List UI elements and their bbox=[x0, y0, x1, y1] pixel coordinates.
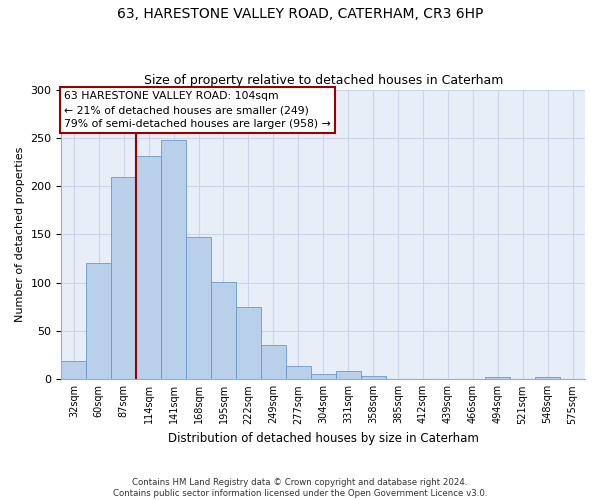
Bar bbox=[236, 307, 261, 380]
Bar bbox=[261, 344, 286, 380]
Y-axis label: Number of detached properties: Number of detached properties bbox=[15, 146, 25, 322]
Title: Size of property relative to detached houses in Caterham: Size of property relative to detached ho… bbox=[143, 74, 503, 87]
Bar bbox=[535, 378, 560, 380]
Bar bbox=[61, 361, 86, 380]
Bar bbox=[86, 264, 111, 380]
Bar bbox=[335, 370, 361, 380]
Bar bbox=[311, 374, 335, 380]
Bar bbox=[186, 238, 211, 380]
Text: Contains HM Land Registry data © Crown copyright and database right 2024.
Contai: Contains HM Land Registry data © Crown c… bbox=[113, 478, 487, 498]
Bar bbox=[485, 378, 510, 380]
Bar bbox=[361, 376, 386, 380]
Text: 63, HARESTONE VALLEY ROAD, CATERHAM, CR3 6HP: 63, HARESTONE VALLEY ROAD, CATERHAM, CR3… bbox=[117, 8, 483, 22]
Bar bbox=[136, 156, 161, 380]
Bar bbox=[161, 140, 186, 380]
Bar bbox=[211, 282, 236, 380]
X-axis label: Distribution of detached houses by size in Caterham: Distribution of detached houses by size … bbox=[168, 432, 479, 445]
Text: 63 HARESTONE VALLEY ROAD: 104sqm
← 21% of detached houses are smaller (249)
79% : 63 HARESTONE VALLEY ROAD: 104sqm ← 21% o… bbox=[64, 91, 331, 129]
Bar bbox=[111, 178, 136, 380]
Bar bbox=[286, 366, 311, 380]
